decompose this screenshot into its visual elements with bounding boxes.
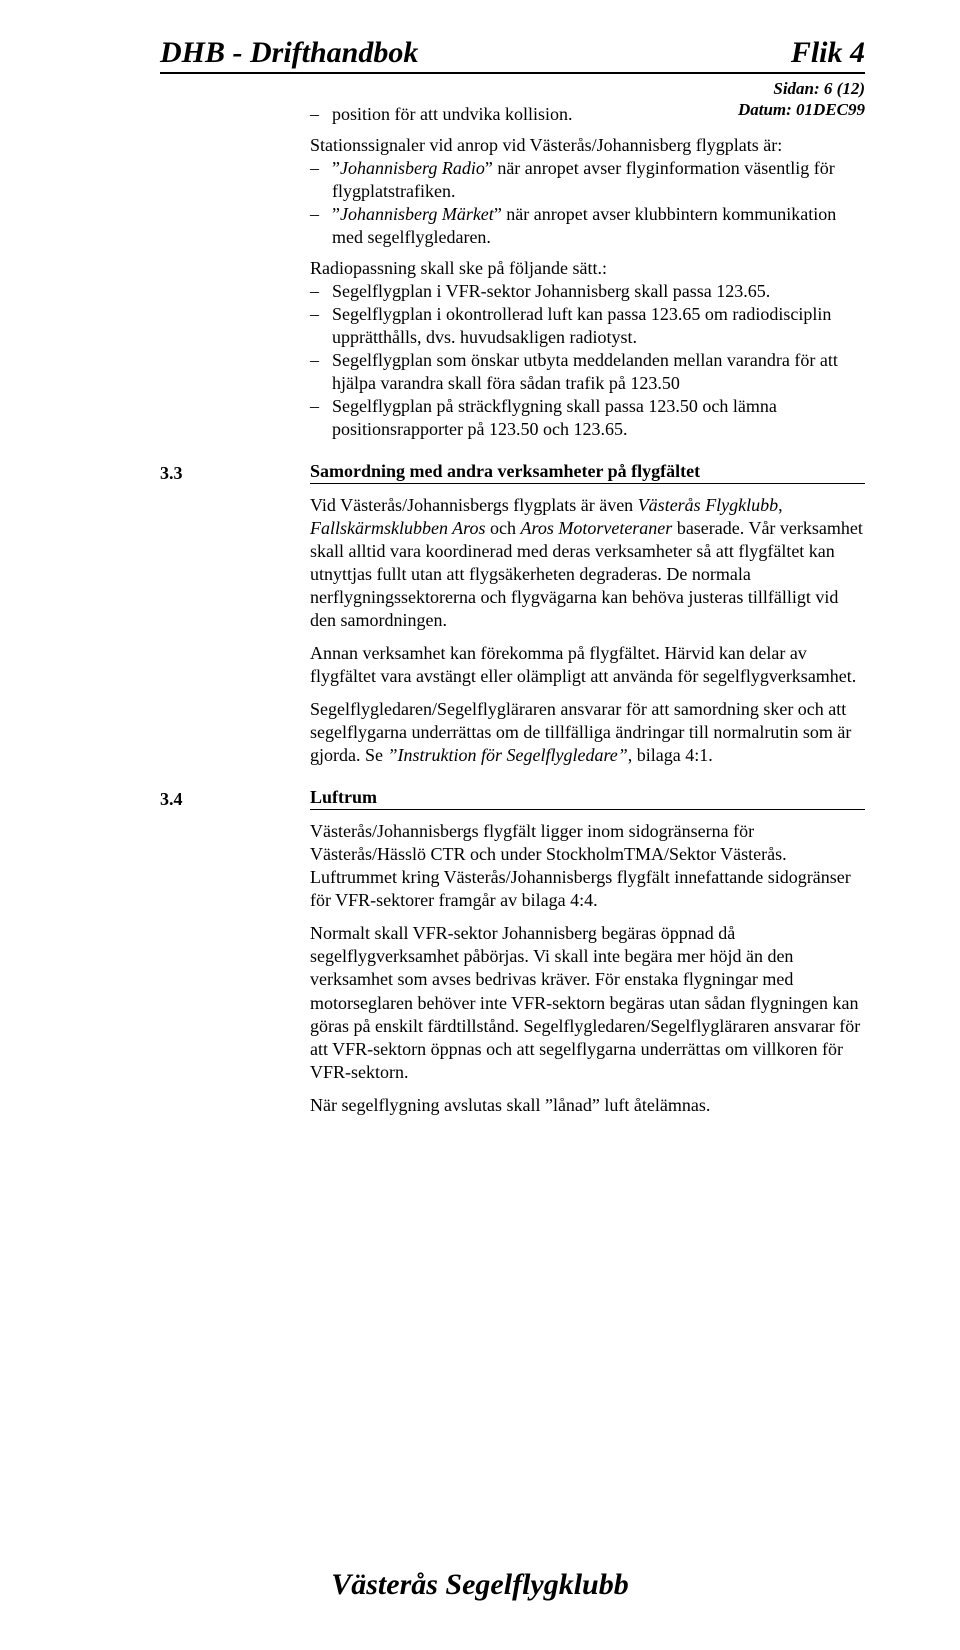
paragraph: Västerås/Johannisbergs flygfält ligger i… bbox=[310, 820, 865, 912]
bullet-list: position för att undvika kollision. bbox=[310, 103, 865, 126]
paragraph: Radiopassning skall ske på följande sätt… bbox=[310, 257, 865, 280]
page-number: Sidan: 6 (12) bbox=[160, 78, 865, 99]
paragraph: Stationssignaler vid anrop vid Västerås/… bbox=[310, 134, 865, 157]
paragraph: Normalt skall VFR-sektor Johannisberg be… bbox=[310, 922, 865, 1083]
list-item-text: Segelflygplan som önskar utbyta meddelan… bbox=[332, 350, 838, 393]
paragraph: Vid Västerås/Johannisbergs flygplats är … bbox=[310, 494, 865, 632]
section-title: Luftrum bbox=[310, 787, 865, 810]
doc-tab: Flik 4 bbox=[791, 36, 865, 70]
doc-title: DHB - Drifthandbok bbox=[160, 36, 418, 70]
bullet-list: ”Johannisberg Radio” när anropet avser f… bbox=[310, 157, 865, 249]
list-item: ”Johannisberg Radio” när anropet avser f… bbox=[310, 157, 865, 203]
section-number: 3.3 bbox=[160, 463, 310, 484]
list-item: Segelflygplan på sträckflygning skall pa… bbox=[310, 395, 865, 441]
list-item-text: Segelflygplan i okontrollerad luft kan p… bbox=[332, 304, 831, 347]
footer-title: Västerås Segelflygklubb bbox=[0, 1568, 960, 1602]
section-body: Vid Västerås/Johannisbergs flygplats är … bbox=[310, 494, 865, 767]
list-item: ”Johannisberg Märket” när anropet avser … bbox=[310, 203, 865, 249]
section-number: 3.4 bbox=[160, 789, 310, 810]
list-item: Segelflygplan i okontrollerad luft kan p… bbox=[310, 303, 865, 349]
paragraph: När segelflygning avslutas skall ”lånad”… bbox=[310, 1094, 865, 1117]
list-item: Segelflygplan i VFR-sektor Johannisberg … bbox=[310, 280, 865, 303]
list-item-text: Segelflygplan i VFR-sektor Johannisberg … bbox=[332, 281, 770, 301]
page-header: DHB - Drifthandbok Flik 4 bbox=[160, 36, 865, 74]
section-title: Samordning med andra verksamheter på fly… bbox=[310, 461, 865, 484]
section-heading-row: 3.3 Samordning med andra verksamheter på… bbox=[160, 461, 865, 484]
section-heading-row: 3.4 Luftrum bbox=[160, 787, 865, 810]
bullet-list: Segelflygplan i VFR-sektor Johannisberg … bbox=[310, 280, 865, 441]
paragraph: Annan verksamhet kan förekomma på flygfä… bbox=[310, 642, 865, 688]
section-body: Västerås/Johannisbergs flygfält ligger i… bbox=[310, 820, 865, 1116]
list-item: position för att undvika kollision. bbox=[310, 103, 865, 126]
list-item-text: position för att undvika kollision. bbox=[332, 104, 573, 124]
list-item: Segelflygplan som önskar utbyta meddelan… bbox=[310, 349, 865, 395]
paragraph: Segelflygledaren/Segelflygläraren ansvar… bbox=[310, 698, 865, 767]
list-item-text: ”Johannisberg Radio” när anropet avser f… bbox=[332, 158, 835, 201]
top-body-block: position för att undvika kollision. Stat… bbox=[310, 103, 865, 441]
page: DHB - Drifthandbok Flik 4 Sidan: 6 (12) … bbox=[0, 0, 960, 1650]
list-item-text: Segelflygplan på sträckflygning skall pa… bbox=[332, 396, 777, 439]
list-item-text: ”Johannisberg Märket” när anropet avser … bbox=[332, 204, 836, 247]
